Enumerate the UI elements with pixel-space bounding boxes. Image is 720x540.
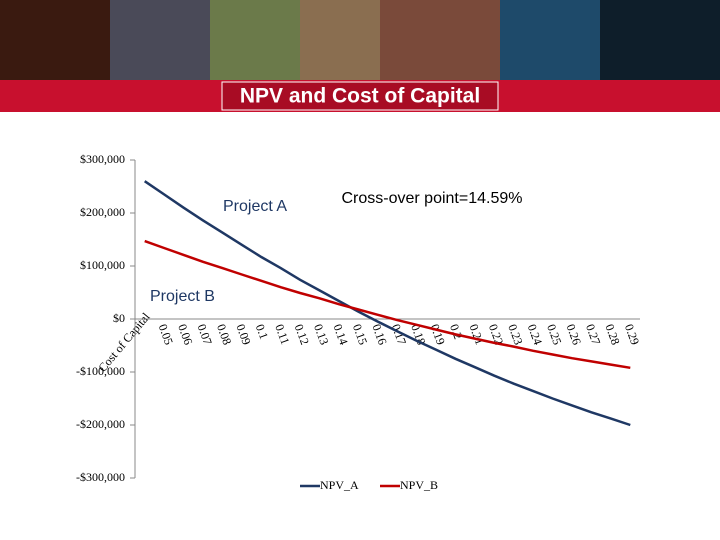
x-tick-label: 0.11 — [272, 322, 292, 346]
series-line — [143, 180, 631, 427]
x-tick-label: 0.27 — [583, 322, 603, 347]
y-tick-label: -$300,000 — [76, 470, 125, 484]
x-tick-label: 0.05 — [156, 322, 176, 347]
title-box — [221, 81, 499, 111]
x-tick-label: 0.19 — [428, 322, 448, 347]
x-tick-label: 0.28 — [602, 322, 622, 347]
y-tick-label: $200,000 — [80, 205, 125, 219]
annotation: Project B — [150, 288, 215, 305]
series-line — [144, 239, 631, 370]
banner — [0, 0, 720, 80]
x-tick-label: 0.12 — [292, 322, 312, 347]
legend-label: NPV_A — [320, 478, 359, 492]
x-tick-label: 0.07 — [195, 322, 215, 347]
x-tick-label: 0.15 — [350, 322, 370, 347]
x-tick-label: 0.1 — [253, 322, 271, 341]
x-tick-label: 0.22 — [486, 322, 506, 347]
x-tick-label: 0.06 — [175, 322, 195, 347]
y-tick-label: $0 — [113, 311, 125, 325]
y-tick-label: -$200,000 — [76, 417, 125, 431]
x-tick-label: 0.13 — [311, 322, 331, 347]
annotation: Cross-over point=14.59% — [342, 190, 523, 207]
legend-label: NPV_B — [400, 478, 438, 492]
x-tick-label: 0.25 — [544, 322, 564, 347]
annotation: Project A — [223, 198, 287, 215]
x-tick-label: 0.2 — [447, 322, 465, 341]
x-tick-label: 0.29 — [622, 322, 642, 347]
y-tick-label: $100,000 — [80, 258, 125, 272]
x-tick-label: 0.23 — [505, 322, 525, 347]
y-tick-label: $300,000 — [80, 152, 125, 166]
y-tick-label: -$100,000 — [76, 364, 125, 378]
x-tick-label: 0.21 — [467, 322, 487, 347]
x-tick-label: 0.24 — [525, 322, 545, 347]
x-tick-label: 0.16 — [369, 322, 389, 347]
x-tick-label: 0.26 — [564, 322, 584, 347]
x-tick-label: 0.14 — [331, 322, 351, 347]
x-tick-label: 0.18 — [408, 322, 428, 347]
x-tick-label: 0.09 — [233, 322, 253, 347]
slide-title: NPV and Cost of Capital — [240, 85, 480, 108]
x-tick-label: 0.08 — [214, 322, 234, 347]
